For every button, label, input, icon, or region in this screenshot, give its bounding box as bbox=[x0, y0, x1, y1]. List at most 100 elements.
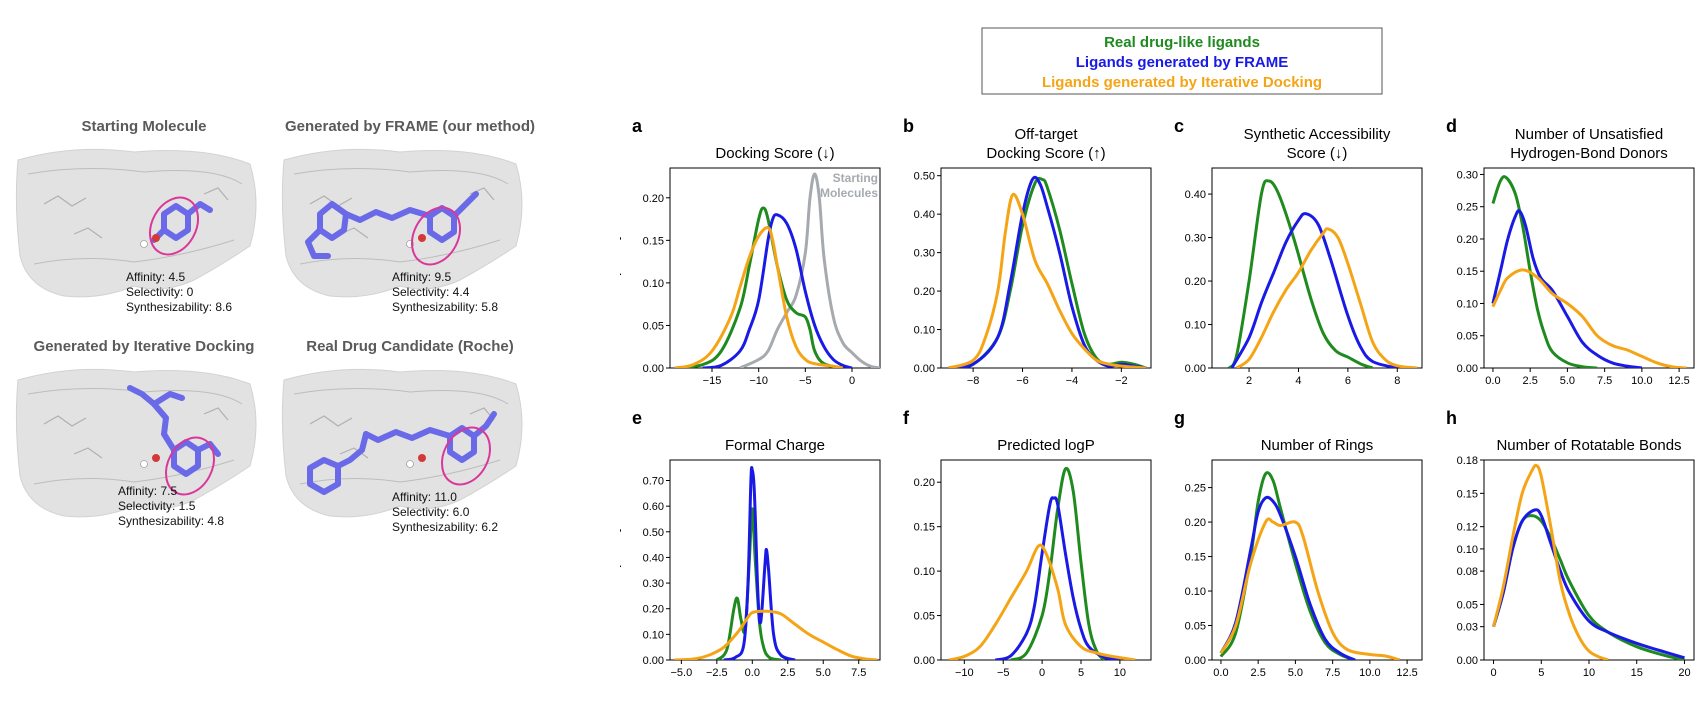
y-tick-label: 0.03 bbox=[1457, 622, 1478, 634]
metric-value: Selectivity: 6.0 bbox=[392, 505, 470, 519]
starting-molecules-annotation: Starting bbox=[833, 171, 878, 185]
y-tick-label: 0.20 bbox=[1185, 517, 1206, 529]
x-tick-label: 20 bbox=[1678, 667, 1690, 679]
chart-panel-f: f Predicted logP −10 −5 0 5 10 0.00 0.05 0.10 0.15… bbox=[903, 408, 1152, 679]
metric-value: Affinity: 4.5 bbox=[126, 270, 186, 284]
x-tick-label: 0 bbox=[1490, 667, 1496, 679]
x-tick-label: −2 bbox=[1115, 375, 1128, 387]
y-tick-label: 0.00 bbox=[643, 363, 664, 375]
x-tick-label: −10 bbox=[955, 667, 974, 679]
legend-entry: Ligands generated by Iterative Docking bbox=[1042, 74, 1322, 91]
panel-label: h bbox=[1446, 408, 1457, 428]
chart-title: Hydrogen-Bond Donors bbox=[1510, 145, 1668, 162]
chart-title: Off-target bbox=[1014, 126, 1078, 143]
molecule-panel: Starting Molecule Affinity: 4.5 Selectivit… bbox=[14, 118, 274, 348]
y-tick-label: 0.05 bbox=[643, 320, 664, 332]
x-tick-label: 7.5 bbox=[851, 667, 866, 679]
x-tick-label: −4 bbox=[1066, 375, 1079, 387]
legend-box bbox=[981, 27, 1383, 95]
x-tick-label: 7.5 bbox=[1597, 375, 1612, 387]
chart-title: Number of Unsatisfied bbox=[1515, 126, 1663, 143]
metric-value: Selectivity: 0 bbox=[126, 285, 194, 299]
axes-frame bbox=[669, 459, 881, 661]
y-tick-label: 0.05 bbox=[1185, 621, 1206, 633]
x-tick-label: 8 bbox=[1394, 375, 1400, 387]
chart-title: Number of Rotatable Bonds bbox=[1496, 437, 1681, 454]
chart-panel-e: e Formal Charge Frequency −5.0 −2.5 0.0 2.5 5.0… bbox=[620, 408, 881, 679]
panel-label: a bbox=[632, 116, 643, 136]
y-tick-label: 0.40 bbox=[1185, 189, 1206, 201]
series-line-real bbox=[1227, 179, 1374, 368]
y-tick-label: 0.30 bbox=[1457, 169, 1478, 181]
legend: Real drug-like ligands Ligands generated … bbox=[981, 27, 1383, 95]
x-tick-label: −5 bbox=[799, 375, 812, 387]
x-tick-label: 0 bbox=[849, 375, 855, 387]
y-tick-label: 0.40 bbox=[914, 209, 935, 221]
y-tick-label: 0.00 bbox=[1185, 655, 1206, 667]
metric-value: Synthesizability: 8.6 bbox=[126, 300, 233, 314]
chart-panel-c: c Synthetic Accessibility Score (↓) 2 4 6 8 0.0… bbox=[1174, 116, 1423, 387]
molecule-metrics: Affinity: 7.5 Selectivity: 1.5 Synthesizab… bbox=[118, 484, 224, 529]
y-tick-label: 0.08 bbox=[1457, 566, 1478, 578]
y-tick-label: 0.40 bbox=[643, 552, 664, 564]
series-line-iterative bbox=[674, 226, 843, 368]
legend-entry: Real drug-like ligands bbox=[1104, 34, 1260, 51]
y-tick-label: 0.15 bbox=[1457, 266, 1478, 278]
panel-label: d bbox=[1446, 116, 1457, 136]
x-tick-label: 15 bbox=[1631, 667, 1643, 679]
y-tick-label: 0.20 bbox=[1185, 276, 1206, 288]
y-tick-label: 0.20 bbox=[914, 286, 935, 298]
axes-frame bbox=[669, 167, 881, 369]
x-tick-label: 7.5 bbox=[1325, 667, 1340, 679]
x-tick-label: 4 bbox=[1295, 375, 1301, 387]
molecule-metrics: Affinity: 9.5 Selectivity: 4.4 Synthesizab… bbox=[392, 270, 498, 315]
chart-panel-a: a Docking Score (↓) Frequency −15 −10 −5 0 0.00… bbox=[620, 116, 881, 387]
x-tick-label: 2.5 bbox=[1523, 375, 1538, 387]
x-tick-label: 10.0 bbox=[1631, 375, 1652, 387]
chart-title: Docking Score (↓) bbox=[715, 145, 834, 162]
series-line-iterative bbox=[948, 543, 1136, 660]
y-tick-label: 0.30 bbox=[643, 578, 664, 590]
y-tick-label: 0.50 bbox=[643, 527, 664, 539]
y-tick-label: 0.50 bbox=[914, 171, 935, 183]
axes-frame bbox=[1483, 459, 1695, 661]
x-tick-label: 0.0 bbox=[745, 667, 760, 679]
chart-panel-d: d Number of Unsatisfied Hydrogen-Bond Dono… bbox=[1446, 116, 1695, 387]
y-tick-label: 0.15 bbox=[1185, 552, 1206, 564]
y-tick-label: 0.20 bbox=[1457, 234, 1478, 246]
series-line-real bbox=[1491, 175, 1598, 368]
molecule-structure-icon bbox=[15, 368, 257, 518]
series-line-real bbox=[1492, 514, 1685, 660]
legend-entry: Ligands generated by FRAME bbox=[1076, 54, 1289, 71]
series-line-iterative bbox=[947, 192, 1147, 368]
x-tick-label: 2.5 bbox=[780, 667, 795, 679]
panel-label: f bbox=[903, 408, 910, 428]
y-tick-label: 0.05 bbox=[1457, 599, 1478, 611]
molecule-panel: Real Drug Candidate (Roche) Affinity: 11.… bbox=[280, 338, 540, 568]
y-tick-label: 0.00 bbox=[1457, 655, 1478, 667]
x-tick-label: 10.0 bbox=[1359, 667, 1380, 679]
starting-molecules-annotation: Molecules bbox=[820, 186, 878, 200]
y-tick-label: 0.10 bbox=[914, 566, 935, 578]
y-tick-label: 0.00 bbox=[914, 655, 935, 667]
series-line-frame bbox=[1230, 212, 1398, 368]
series-line-frame bbox=[702, 213, 853, 368]
metric-value: Selectivity: 4.4 bbox=[392, 285, 470, 299]
x-tick-label: 0.0 bbox=[1213, 667, 1228, 679]
y-tick-label: 0.20 bbox=[914, 477, 935, 489]
panel-label: e bbox=[632, 408, 642, 428]
series-line-iterative bbox=[1492, 463, 1609, 660]
x-tick-label: −8 bbox=[967, 375, 980, 387]
axes-frame bbox=[940, 459, 1152, 661]
x-tick-label: 12.5 bbox=[1396, 667, 1417, 679]
x-tick-label: 6 bbox=[1345, 375, 1351, 387]
metric-value: Affinity: 9.5 bbox=[392, 270, 452, 284]
y-tick-label: 0.30 bbox=[914, 248, 935, 260]
series-line-real bbox=[674, 206, 844, 368]
series-line-real bbox=[1010, 466, 1106, 660]
chart-title: Synthetic Accessibility bbox=[1244, 126, 1391, 143]
x-tick-label: 5 bbox=[1078, 667, 1084, 679]
series-line-iterative bbox=[1219, 517, 1401, 660]
series-line-frame bbox=[1491, 209, 1643, 368]
molecule-metrics: Affinity: 11.0 Selectivity: 6.0 Synthesiza… bbox=[392, 490, 498, 535]
